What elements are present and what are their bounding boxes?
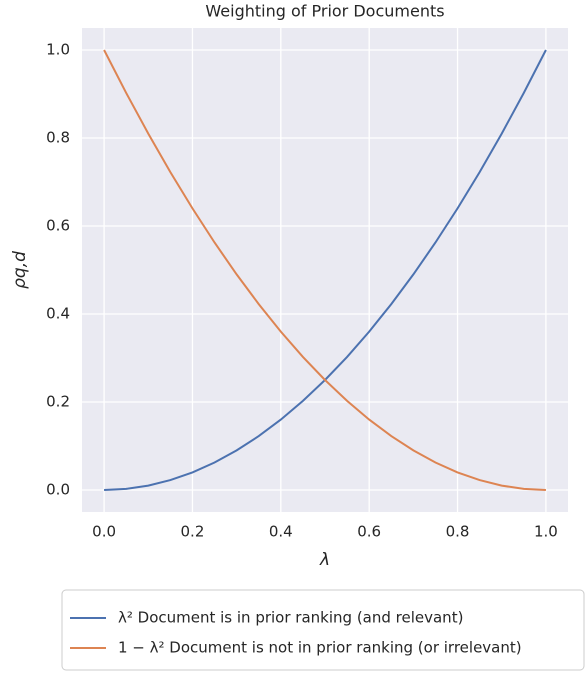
x-tick-label: 0.2 (181, 523, 205, 541)
y-axis-label: ρq,d (10, 251, 30, 289)
x-tick-label: 0.8 (446, 523, 470, 541)
y-tick-label: 0.0 (46, 481, 70, 499)
chart-title: Weighting of Prior Documents (205, 2, 444, 21)
legend-label: 1 − λ² Document is not in prior ranking … (118, 639, 522, 657)
y-tick-label: 0.8 (46, 129, 70, 147)
x-axis-label: λ (319, 550, 330, 570)
plot-area (82, 28, 568, 512)
x-tick-label: 0.4 (269, 523, 293, 541)
line-series (103, 49, 546, 491)
x-tick-label: 0.0 (92, 523, 116, 541)
x-tick-label: 0.6 (357, 523, 381, 541)
y-tick-label: 0.4 (46, 305, 70, 323)
y-tick-label: 0.6 (46, 217, 70, 235)
y-tick-label: 1.0 (46, 41, 70, 59)
legend-label: λ² Document is in prior ranking (and rel… (118, 609, 463, 627)
legend (61, 589, 585, 671)
y-tick-label: 0.2 (46, 393, 70, 411)
x-tick-label: 1.0 (534, 523, 558, 541)
